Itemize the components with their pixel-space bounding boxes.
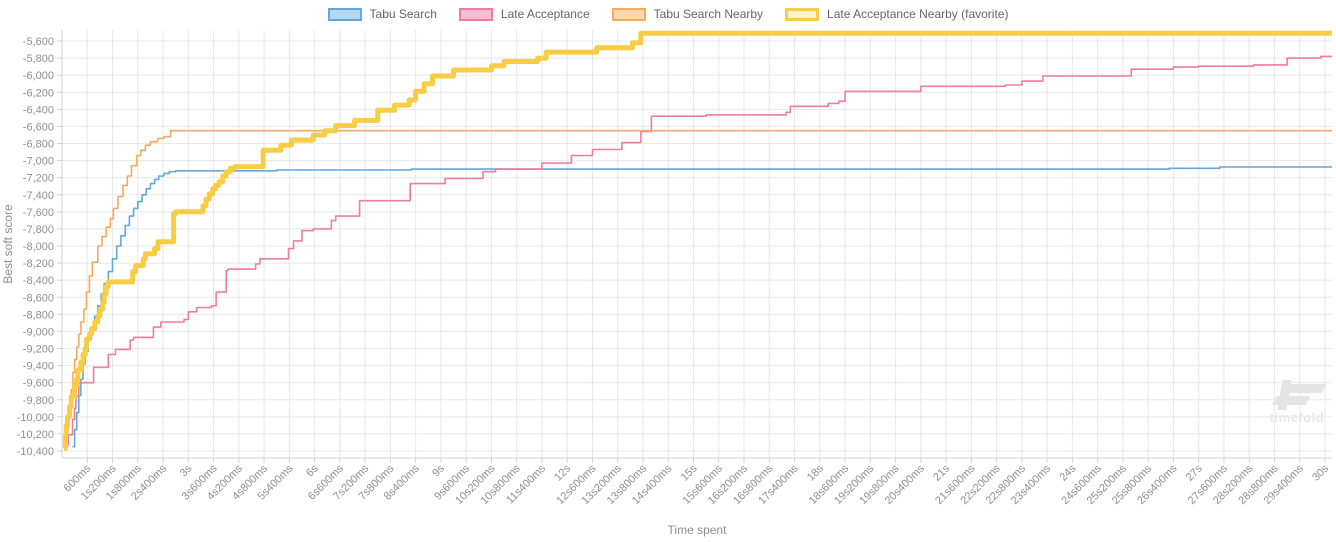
svg-text:9s: 9s [430,462,447,479]
svg-text:-10,400: -10,400 [17,446,54,458]
svg-text:-9,000: -9,000 [23,326,54,338]
legend-item-late-acceptance-nearby-favorite[interactable]: Late Acceptance Nearby (favorite) [785,7,1008,21]
svg-text:-5,800: -5,800 [23,53,54,65]
svg-text:-10,000: -10,000 [17,412,54,424]
svg-text:-8,000: -8,000 [23,241,54,253]
svg-text:-9,800: -9,800 [23,395,54,407]
chart-series [62,30,1332,451]
svg-text:27s: 27s [1184,462,1205,483]
y-axis-title: Best soft score [1,204,15,284]
svg-text:-5,600: -5,600 [23,36,54,48]
legend-label-tabu-search-nearby: Tabu Search Nearby [653,7,764,21]
legend-item-tabu-search-nearby[interactable]: Tabu Search Nearby [611,7,764,21]
watermark-logo-stem [1277,380,1292,410]
svg-text:21s: 21s [931,462,952,483]
svg-text:-9,200: -9,200 [23,344,54,356]
svg-text:30s: 30s [1310,462,1331,483]
svg-text:-6,200: -6,200 [23,87,54,99]
svg-text:12s: 12s [552,462,573,483]
legend-swatch-late-acceptance-nearby-favorite [785,7,820,21]
svg-text:-9,400: -9,400 [23,361,54,373]
series-line-tabu-search-nearby [65,129,1332,451]
legend-label-late-acceptance: Late Acceptance [500,7,590,21]
legend-item-tabu-search[interactable]: Tabu Search [327,7,437,21]
svg-text:-7,200: -7,200 [23,173,54,185]
legend-item-late-acceptance[interactable]: Late Acceptance [458,7,590,21]
svg-text:-6,600: -6,600 [23,121,54,133]
svg-text:-10,200: -10,200 [17,429,54,441]
series-line-late-acceptance-nearby-favorite [62,30,1332,451]
svg-text:-8,400: -8,400 [23,275,54,287]
svg-text:18s: 18s [805,462,826,483]
svg-text:-6,000: -6,000 [23,70,54,82]
svg-text:24s: 24s [1057,462,1078,483]
chart-grid [62,30,1332,458]
svg-text:6s: 6s [304,462,321,479]
svg-text:-7,800: -7,800 [23,224,54,236]
series-line-tabu-search [72,166,1332,448]
svg-text:3s: 3s [178,462,195,479]
svg-text:-6,800: -6,800 [23,139,54,151]
x-axis-title: Time spent [668,523,728,537]
series-line-late-acceptance [64,55,1332,446]
svg-text:-7,600: -7,600 [23,207,54,219]
svg-text:-7,400: -7,400 [23,190,54,202]
chart-legend: Tabu Search Late Acceptance Tabu Search Ne… [0,7,1336,21]
legend-label-late-acceptance-nearby-favorite: Late Acceptance Nearby (favorite) [827,7,1009,21]
svg-text:-6,400: -6,400 [23,104,54,116]
legend-swatch-tabu-search-nearby [611,7,646,21]
svg-text:15s: 15s [679,462,700,483]
watermark-text: timefold [1269,410,1325,425]
legend-label-tabu-search: Tabu Search [369,7,437,21]
svg-text:-8,600: -8,600 [23,292,54,304]
svg-text:-9,600: -9,600 [23,378,54,390]
legend-swatch-late-acceptance [458,7,493,21]
svg-text:-8,200: -8,200 [23,258,54,270]
timefold-watermark: timefold [1258,378,1336,430]
svg-text:-7,000: -7,000 [23,156,54,168]
svg-text:-8,800: -8,800 [23,309,54,321]
legend-swatch-tabu-search [327,7,362,21]
